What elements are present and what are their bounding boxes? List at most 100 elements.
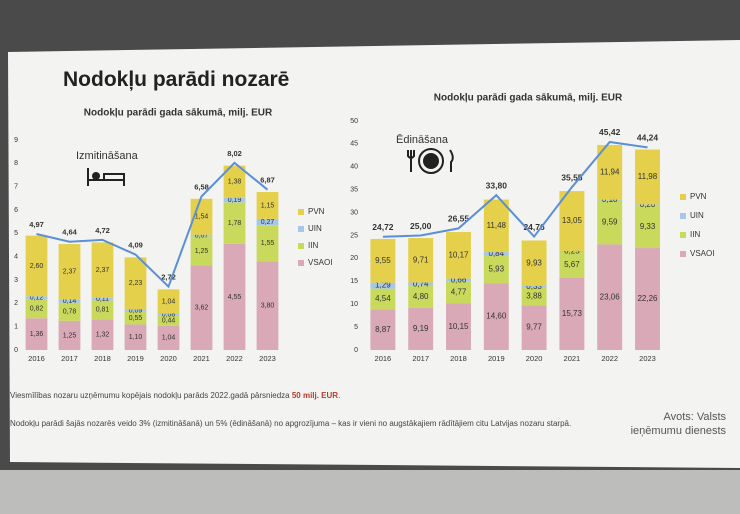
note: Nodokļu parādi šajās nozarēs veido 3% (i… <box>10 418 580 430</box>
data-label: 13,05 <box>562 216 583 225</box>
bar-segment <box>223 243 246 350</box>
y-tick-label: 0 <box>354 347 358 354</box>
data-label: 5,93 <box>489 265 505 274</box>
bar-segment <box>256 225 279 262</box>
data-label: 0,78 <box>63 309 77 316</box>
data-label: 9,77 <box>526 323 542 332</box>
note-text: Viesmīlības nozaru uzņēmumu kopējais nod… <box>10 391 290 400</box>
bar-segment <box>157 313 180 316</box>
bar-segment <box>635 248 660 350</box>
legend-swatch <box>680 194 686 200</box>
plate-icon <box>407 148 454 174</box>
bar-segment <box>408 307 434 350</box>
total-label: 6,58 <box>194 182 209 191</box>
total-label: 26,55 <box>448 214 470 224</box>
total-label: 8,02 <box>227 149 242 158</box>
data-label: 14,60 <box>486 312 507 321</box>
bar-segment <box>559 251 585 278</box>
data-label: 1,15 <box>261 202 275 209</box>
note-highlight: 50 milj. EUR <box>291 391 339 400</box>
bar-segment <box>256 192 279 219</box>
y-tick-label: 4 <box>14 254 18 261</box>
bar-segment <box>157 325 180 350</box>
note-text: . <box>338 391 341 400</box>
bar-segment <box>124 324 147 350</box>
total-label: 24,72 <box>372 222 394 232</box>
data-label: 0,82 <box>30 306 44 313</box>
bar-segment <box>370 238 396 283</box>
data-label: 0,84 <box>489 249 505 258</box>
bar-segment <box>521 285 547 288</box>
bar-segment <box>58 299 81 303</box>
bar-segment <box>256 218 279 226</box>
legend-swatch <box>680 213 686 219</box>
data-label: 10,17 <box>448 250 469 259</box>
legend-swatch <box>298 243 304 249</box>
legend-swatch <box>298 209 304 215</box>
data-label: 8,87 <box>375 325 391 334</box>
total-label: 2,72 <box>161 273 176 282</box>
y-tick-label: 6 <box>14 207 18 214</box>
x-tick-label: 2018 <box>94 354 111 363</box>
data-label: 22,26 <box>637 294 658 303</box>
bar-segment <box>25 296 48 300</box>
data-label: 0,19 <box>228 197 242 204</box>
data-label: 9,93 <box>526 258 542 267</box>
y-tick-label: 40 <box>350 164 358 171</box>
data-label: 1,54 <box>195 214 209 221</box>
chart-title: Nodokļu parādi gada sākumā, milj. EUR <box>434 93 623 104</box>
data-label: 1,04 <box>162 335 176 342</box>
y-tick-label: 15 <box>350 278 358 285</box>
legend-label: IIN <box>308 241 318 250</box>
data-label: 4,54 <box>375 294 391 303</box>
bar-segment <box>483 255 509 284</box>
x-tick-label: 2020 <box>526 354 543 363</box>
y-tick-label: 35 <box>350 187 358 194</box>
legend-swatch <box>298 226 304 232</box>
data-label: 1,36 <box>30 331 44 338</box>
bar-segment <box>559 191 585 251</box>
bar-segment <box>58 302 81 321</box>
total-label: 33,80 <box>486 180 508 190</box>
legend-label: PVN <box>308 207 325 216</box>
data-label: 11,48 <box>487 221 507 230</box>
data-label: 0,12 <box>30 295 44 302</box>
bar-segment <box>408 238 434 283</box>
x-tick-label: 2022 <box>601 354 618 363</box>
note-text: Nodokļu parādi šajās nozarēs veido 3% (i… <box>10 419 572 428</box>
bar-segment <box>446 303 471 350</box>
bar-segment <box>223 202 246 244</box>
data-label: 3,88 <box>526 291 542 300</box>
total-line <box>382 140 648 239</box>
data-label: 2,37 <box>96 267 110 274</box>
bar-segment <box>635 149 660 205</box>
bar-segment <box>91 319 114 350</box>
data-label: 5,67 <box>564 260 580 269</box>
bar-segment <box>597 244 623 350</box>
y-tick-label: 0 <box>14 347 18 354</box>
data-label: 15,73 <box>562 309 583 318</box>
data-label: 2,23 <box>129 280 143 287</box>
data-label: 11,94 <box>600 167 620 176</box>
y-tick-label: 20 <box>350 255 358 262</box>
data-label: 2,37 <box>63 269 77 276</box>
legend-swatch <box>298 260 304 266</box>
bar-segment <box>58 320 81 350</box>
data-label: 23,06 <box>600 292 621 301</box>
data-label: 3,62 <box>195 305 209 312</box>
data-label: 9,71 <box>413 255 429 264</box>
data-label: 4,77 <box>451 288 467 297</box>
bar-segment <box>446 278 471 282</box>
data-label: 0,81 <box>96 307 110 314</box>
data-label: 9,59 <box>602 218 618 227</box>
legend-swatch <box>680 251 686 257</box>
y-tick-label: 10 <box>350 301 358 308</box>
annotation: Izmitināšana <box>76 150 139 162</box>
x-tick-label: 2023 <box>259 354 276 363</box>
bar-segment <box>190 236 213 266</box>
y-tick-label: 30 <box>350 209 358 216</box>
y-tick-label: 3 <box>14 277 18 284</box>
data-label: 1,38 <box>228 179 242 186</box>
bar-segment <box>91 300 114 320</box>
